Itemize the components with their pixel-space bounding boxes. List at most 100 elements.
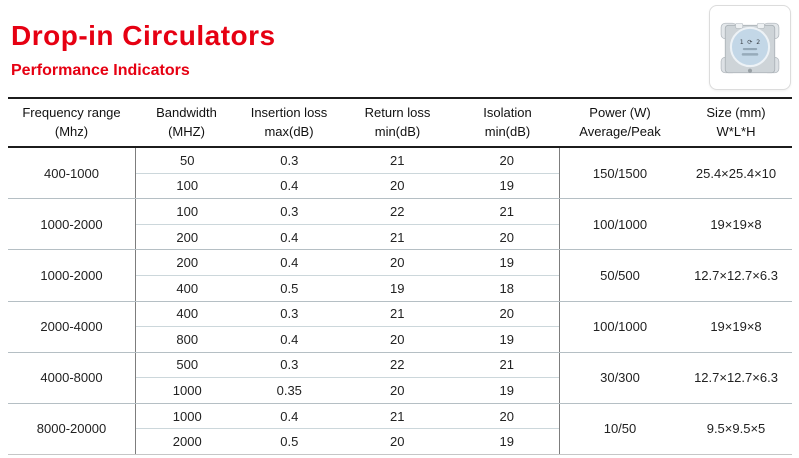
page-title: Drop-in Circulators [11,20,276,51]
bandwidth-cell: 500 [176,357,199,373]
bandwidth-cell: 400 [176,306,199,322]
insertion-loss-cell: 0.4 [280,331,299,347]
bandwidth-cell: 800 [176,331,199,347]
header-return-line2: min(dB) [374,123,421,139]
table-group: 400-1000 50 0.3 21 20 100 0.4 20 19 150/… [8,148,792,200]
return-loss-cell: 21 [390,408,405,424]
group-mid-section: 200 0.4 20 19 400 0.5 19 18 [135,250,560,301]
header-size-line1: Size (mm) [706,104,766,120]
header-bandwidth: Bandwidth (MHZ) [135,104,238,142]
insertion-loss-cell: 0.5 [280,280,299,296]
table-row: 800 0.4 20 19 [136,327,559,352]
isolation-cell: 20 [499,152,514,168]
return-loss-cell: 21 [390,152,405,168]
header-size: Size (mm) W*L*H [680,104,792,142]
bandwidth-cell: 100 [176,203,199,219]
insertion-loss-cell: 0.4 [280,178,299,194]
header-frequency-range: Frequency range (Mhz) [8,104,135,142]
group-mid-section: 400 0.3 21 20 800 0.4 20 19 [135,301,560,352]
frequency-range-cell: 1000-2000 [40,267,103,283]
bandwidth-cell: 1000 [172,408,202,424]
insertion-loss-cell: 0.4 [280,408,299,424]
header-isolation: Isolation min(dB) [455,104,560,142]
power-cell: 10/50 [603,421,637,437]
bandwidth-cell: 200 [176,255,199,271]
power-cell: 30/300 [600,370,640,386]
isolation-cell: 20 [499,229,514,245]
table-group: 2000-4000 400 0.3 21 20 800 0.4 20 19 10… [8,301,792,353]
header-isolation-line1: Isolation [483,104,532,120]
power-cell: 150/1500 [592,165,648,181]
header-bandwidth-line1: Bandwidth [156,104,217,120]
svg-text:⟳: ⟳ [747,38,753,45]
table-row: 400 0.3 21 20 [136,302,559,328]
frequency-range-cell: 8000-20000 [36,421,107,437]
table-row: 100 0.4 20 19 [136,174,559,199]
header-isolation-line2: min(dB) [484,123,531,139]
table-group: 1000-2000 200 0.4 20 19 400 0.5 19 18 50… [8,250,792,302]
page-subtitle: Performance Indicators [11,62,190,79]
insertion-loss-cell: 0.3 [280,203,299,219]
bandwidth-cell: 50 [180,152,195,168]
return-loss-cell: 20 [390,434,405,450]
isolation-cell: 21 [499,357,514,373]
group-mid-section: 100 0.3 22 21 200 0.4 21 20 [135,199,560,250]
return-loss-cell: 20 [390,178,405,194]
frequency-range-cell: 4000-8000 [40,370,103,386]
size-cell: 19×19×8 [710,319,762,335]
table-group: 4000-8000 500 0.3 22 21 1000 0.35 20 19 … [8,352,792,404]
header-frequency-line1: Frequency range [22,104,121,120]
bandwidth-cell: 1000 [172,383,202,399]
isolation-cell: 20 [499,306,514,322]
return-loss-cell: 19 [390,280,405,296]
isolation-cell: 19 [499,434,514,450]
isolation-cell: 19 [499,178,514,194]
bandwidth-cell: 2000 [172,434,202,450]
insertion-loss-cell: 0.5 [280,434,299,450]
header-insertion-line1: Insertion loss [250,104,328,120]
power-cell: 100/1000 [592,319,648,335]
circulator-product-icon: 1 ⟳ 2 [720,22,780,73]
insertion-loss-cell: 0.3 [280,306,299,322]
group-mid-section: 50 0.3 21 20 100 0.4 20 19 [135,148,560,199]
table-row: 2000 0.5 20 19 [136,429,559,454]
table-row: 50 0.3 21 20 [136,148,559,174]
insertion-loss-cell: 0.4 [280,229,299,245]
insertion-loss-cell: 0.3 [280,357,299,373]
power-cell: 100/1000 [592,216,648,232]
header-power: Power (W) Average/Peak [560,104,680,142]
spec-table: Frequency range (Mhz) Bandwidth (MHZ) In… [8,97,792,455]
header-insertion-line2: max(dB) [264,123,314,139]
frequency-range-cell: 2000-4000 [40,319,103,335]
return-loss-cell: 20 [390,383,405,399]
group-mid-section: 500 0.3 22 21 1000 0.35 20 19 [135,352,560,403]
return-loss-cell: 22 [390,357,405,373]
return-loss-cell: 20 [390,331,405,347]
header-frequency-line2: (Mhz) [54,123,89,139]
table-group: 1000-2000 100 0.3 22 21 200 0.4 21 20 10… [8,199,792,251]
bandwidth-cell: 400 [176,280,199,296]
header-return-line1: Return loss [364,104,431,120]
return-loss-cell: 21 [390,306,405,322]
header-mid-columns: Bandwidth (MHZ) Insertion loss max(dB) R… [135,104,560,142]
size-cell: 25.4×25.4×10 [695,165,777,181]
return-loss-cell: 22 [390,203,405,219]
table-row: 400 0.5 19 18 [136,276,559,301]
isolation-cell: 19 [499,331,514,347]
isolation-cell: 21 [499,203,514,219]
isolation-cell: 18 [499,280,514,296]
table-row: 200 0.4 20 19 [136,250,559,276]
return-loss-cell: 20 [390,255,405,271]
size-cell: 9.5×9.5×5 [706,421,766,437]
table-group: 8000-20000 1000 0.4 21 20 2000 0.5 20 19… [8,403,792,455]
table-header-row: Frequency range (Mhz) Bandwidth (MHZ) In… [8,99,792,148]
table-row: 100 0.3 22 21 [136,199,559,225]
size-cell: 12.7×12.7×6.3 [694,267,778,283]
table-row: 1000 0.35 20 19 [136,378,559,403]
header-return-loss: Return loss min(dB) [340,104,455,142]
header-power-line2: Average/Peak [579,123,661,139]
svg-text:2: 2 [756,38,760,45]
header-size-line2: W*L*H [716,123,756,139]
return-loss-cell: 21 [390,229,405,245]
